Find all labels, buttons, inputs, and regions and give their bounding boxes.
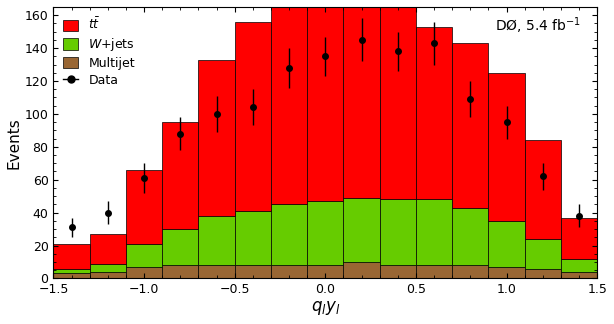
- Bar: [561, 259, 597, 272]
- Bar: [379, 200, 416, 265]
- Bar: [488, 267, 524, 278]
- Bar: [235, 211, 271, 265]
- Bar: [126, 267, 162, 278]
- Bar: [488, 221, 524, 267]
- Bar: [488, 73, 524, 221]
- Bar: [198, 60, 235, 216]
- Bar: [271, 0, 307, 204]
- Legend: $t\bar{t}$, $W$+jets, Multijet, Data: $t\bar{t}$, $W$+jets, Multijet, Data: [60, 13, 139, 90]
- Bar: [126, 244, 162, 267]
- Bar: [53, 269, 90, 273]
- Bar: [235, 22, 271, 211]
- Bar: [524, 269, 561, 278]
- Bar: [524, 140, 561, 239]
- Bar: [343, 262, 379, 278]
- X-axis label: $q_{l}y_{l}$: $q_{l}y_{l}$: [311, 299, 340, 317]
- Bar: [90, 264, 126, 272]
- Bar: [379, 2, 416, 200]
- Bar: [343, 198, 379, 262]
- Bar: [561, 272, 597, 278]
- Bar: [126, 170, 162, 244]
- Bar: [162, 229, 198, 265]
- Bar: [90, 234, 126, 264]
- Bar: [307, 201, 343, 265]
- Bar: [452, 208, 488, 265]
- Bar: [90, 272, 126, 278]
- Bar: [271, 204, 307, 265]
- Bar: [198, 265, 235, 278]
- Bar: [452, 43, 488, 208]
- Bar: [524, 239, 561, 269]
- Bar: [235, 265, 271, 278]
- Y-axis label: Events: Events: [7, 117, 22, 168]
- Bar: [53, 244, 90, 269]
- Bar: [53, 273, 90, 278]
- Bar: [416, 265, 452, 278]
- Bar: [379, 265, 416, 278]
- Bar: [416, 200, 452, 265]
- Bar: [162, 265, 198, 278]
- Bar: [307, 265, 343, 278]
- Bar: [198, 216, 235, 265]
- Bar: [343, 0, 379, 198]
- Bar: [561, 217, 597, 259]
- Bar: [307, 0, 343, 201]
- Bar: [162, 122, 198, 229]
- Bar: [416, 27, 452, 200]
- Bar: [452, 265, 488, 278]
- Text: DØ, 5.4 fb$^{-1}$: DØ, 5.4 fb$^{-1}$: [495, 15, 581, 36]
- Bar: [271, 265, 307, 278]
